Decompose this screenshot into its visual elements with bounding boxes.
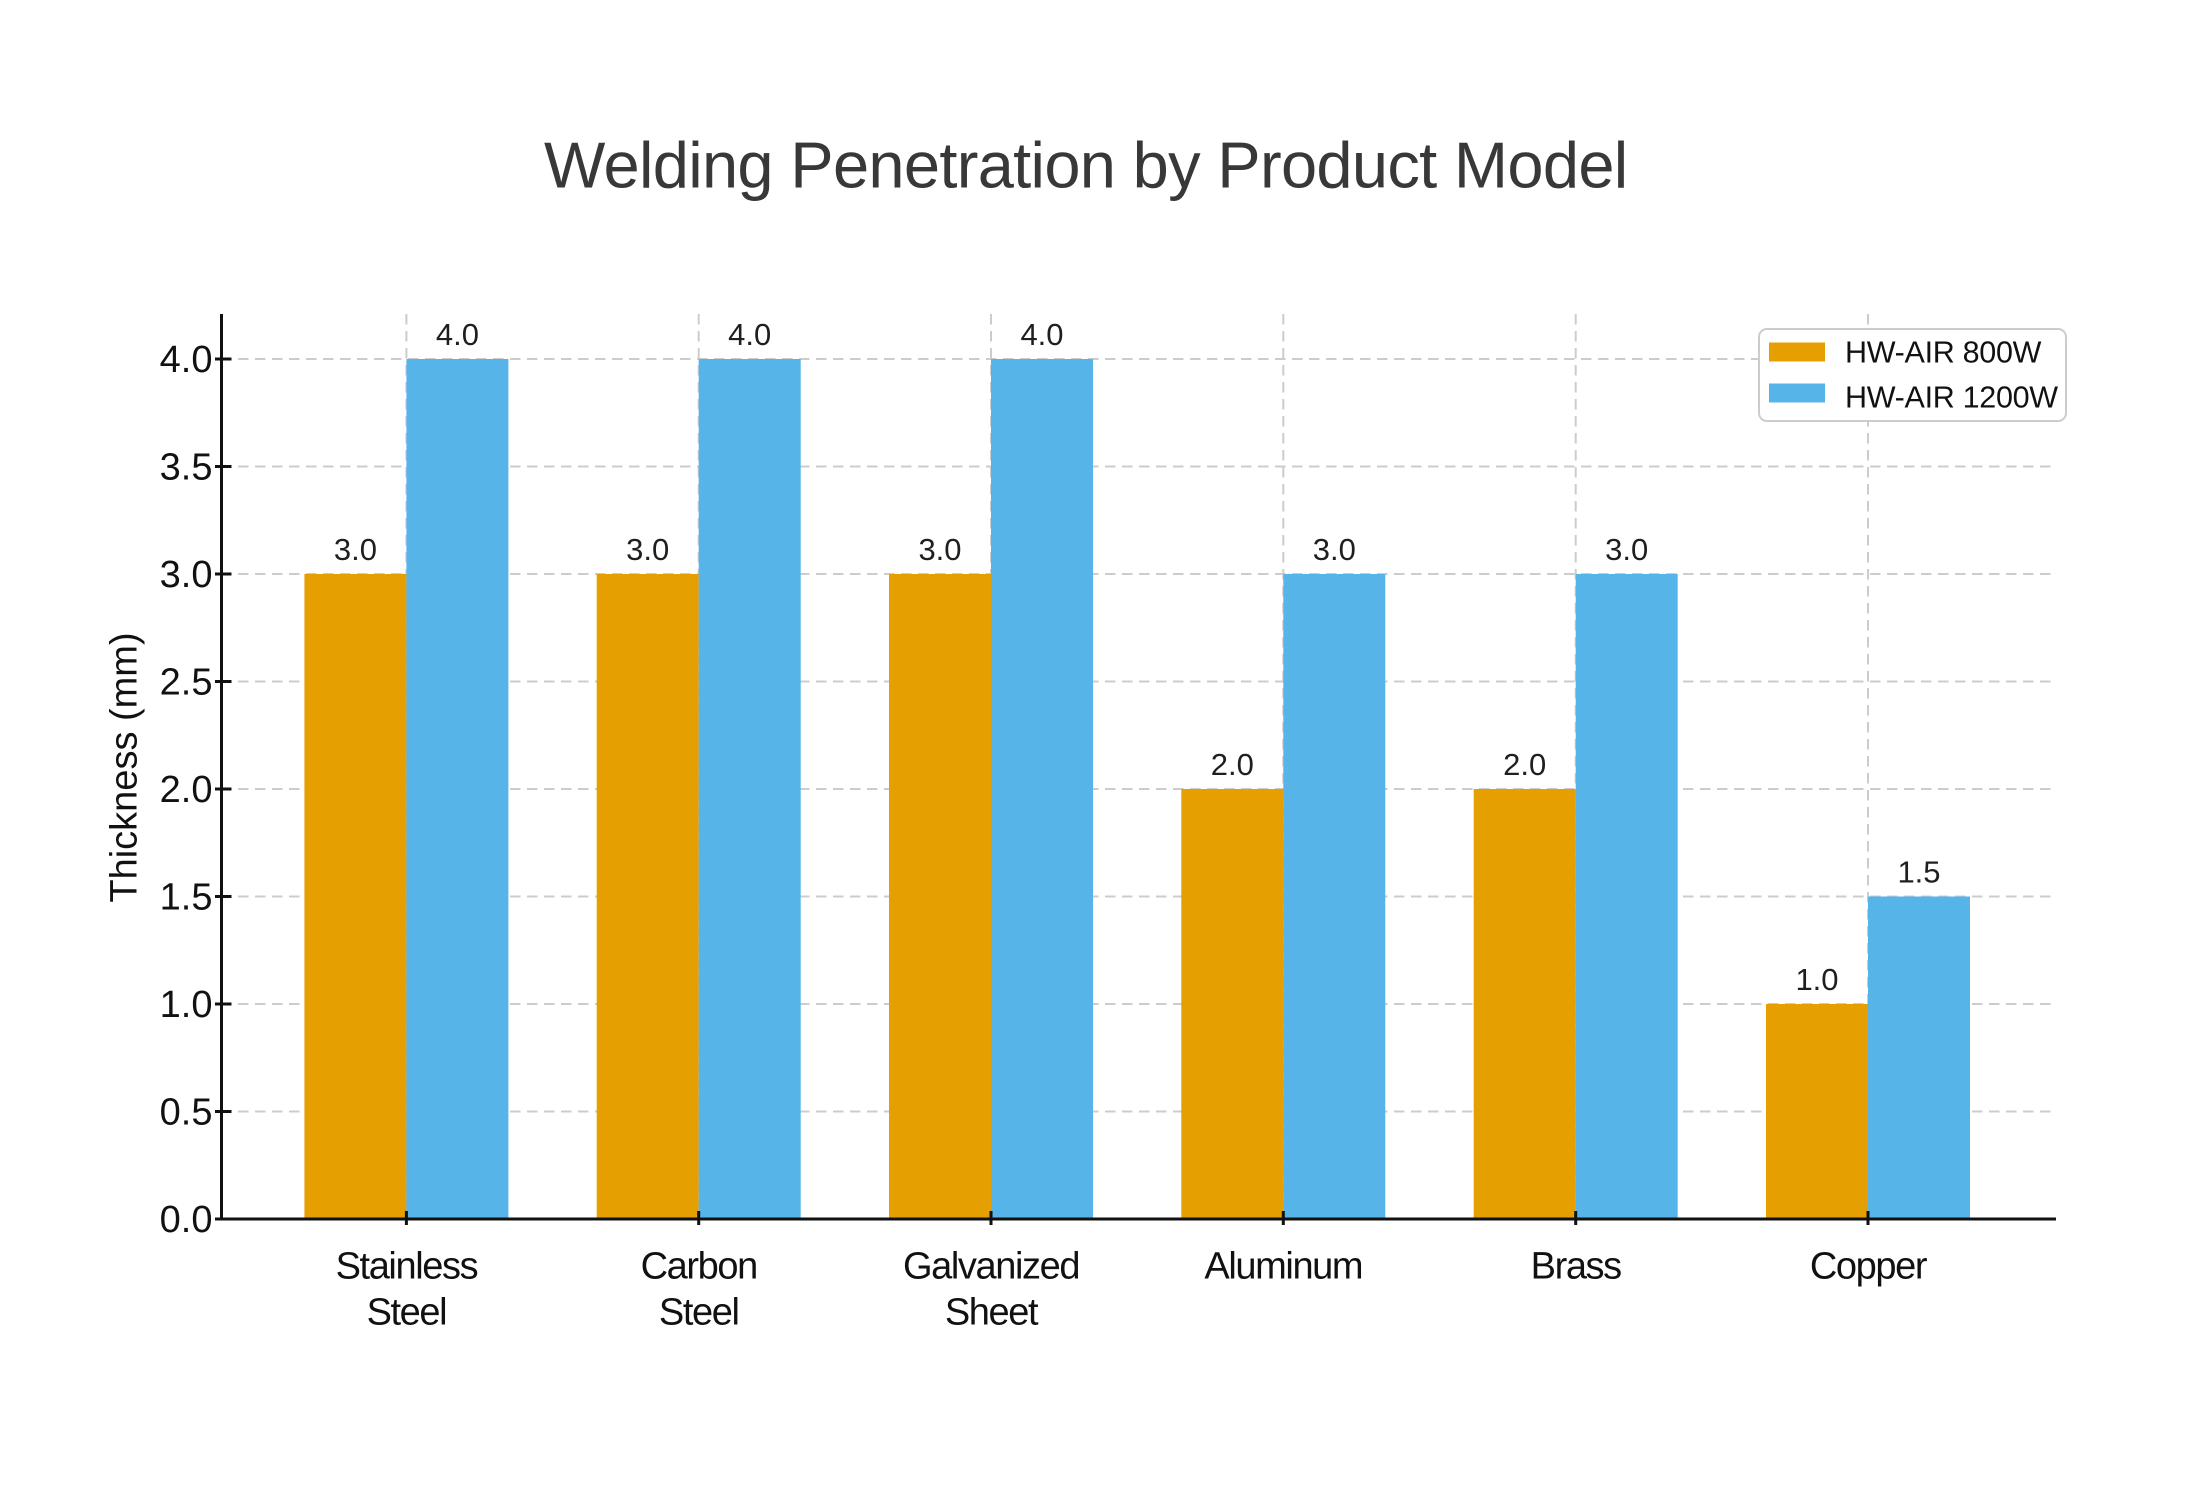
svg-text:Aluminum: Aluminum [1204, 1246, 1362, 1288]
svg-text:4.0: 4.0 [1020, 317, 1063, 352]
svg-text:Steel: Steel [659, 1292, 739, 1334]
svg-text:HW-AIR 800W: HW-AIR 800W [1845, 336, 2042, 370]
svg-text:4.0: 4.0 [728, 317, 771, 352]
svg-text:Copper: Copper [1810, 1246, 1928, 1288]
svg-text:2.0: 2.0 [1211, 747, 1254, 782]
svg-text:1.0: 1.0 [1795, 962, 1838, 997]
svg-text:2.0: 2.0 [160, 769, 213, 811]
svg-text:3.5: 3.5 [160, 447, 213, 489]
svg-text:Galvanized: Galvanized [903, 1246, 1079, 1288]
svg-text:1.5: 1.5 [1897, 855, 1940, 890]
svg-text:3.0: 3.0 [334, 532, 377, 567]
svg-text:4.0: 4.0 [436, 317, 479, 352]
svg-text:3.0: 3.0 [1313, 532, 1356, 567]
svg-text:Steel: Steel [367, 1292, 447, 1334]
svg-text:0.0: 0.0 [160, 1199, 213, 1241]
svg-text:0.5: 0.5 [160, 1092, 213, 1134]
svg-text:Sheet: Sheet [945, 1292, 1039, 1334]
svg-text:3.0: 3.0 [626, 532, 669, 567]
svg-text:3.0: 3.0 [1605, 532, 1648, 567]
svg-text:Brass: Brass [1531, 1246, 1622, 1288]
svg-text:4.0: 4.0 [160, 339, 213, 381]
svg-text:HW-AIR 1200W: HW-AIR 1200W [1845, 381, 2058, 415]
svg-text:Stainless: Stainless [336, 1246, 478, 1288]
svg-text:2.0: 2.0 [1503, 747, 1546, 782]
svg-text:Thickness (mm): Thickness (mm) [104, 632, 146, 902]
svg-text:1.0: 1.0 [160, 984, 213, 1026]
svg-text:Carbon: Carbon [641, 1246, 757, 1288]
svg-text:1.5: 1.5 [160, 877, 213, 919]
svg-text:2.5: 2.5 [160, 662, 213, 704]
svg-text:3.0: 3.0 [160, 554, 213, 596]
svg-text:Welding Penetration by Product: Welding Penetration by Product Model [544, 129, 1628, 202]
svg-text:3.0: 3.0 [918, 532, 961, 567]
